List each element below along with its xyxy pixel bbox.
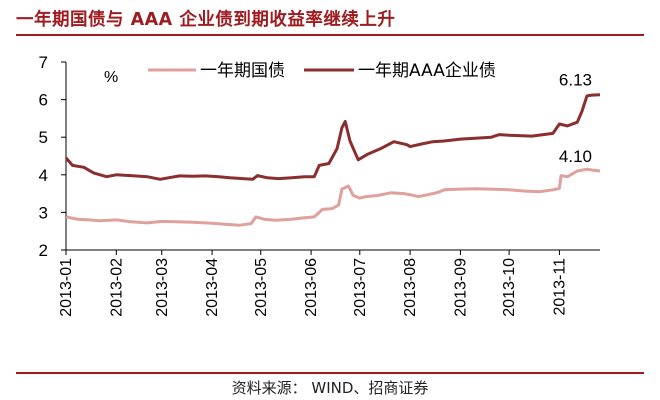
x-tick-label: 2013-01 <box>58 258 75 317</box>
chart-legend: 一年期国债 一年期AAA企业债 <box>148 61 496 81</box>
x-tick-label: 2013-02 <box>108 258 125 317</box>
x-tick-label: 2013-07 <box>352 258 369 317</box>
source-rule <box>16 372 644 374</box>
x-tick-label: 2013-05 <box>253 258 270 317</box>
source-note: 资料来源： WIND、招商证券 <box>231 379 429 397</box>
x-tick-label: 2013-03 <box>154 258 171 317</box>
y-tick-label: 2 <box>39 241 48 260</box>
legend-label: 一年期AAA企业债 <box>358 61 496 81</box>
x-tick-label: 2013-04 <box>204 258 221 317</box>
chart-annotations: 4.10 6.13 <box>559 71 592 166</box>
x-tick-label: 2013-09 <box>452 258 469 317</box>
x-tick-label: 2013-10 <box>501 258 518 317</box>
y-tick-label: 7 <box>39 53 48 72</box>
x-tick-label: 2013-08 <box>402 258 419 317</box>
y-tick-label: 5 <box>39 128 48 147</box>
chart: 2 3 4 5 6 7 2013-01 2013-02 2013-03 2013-04 2013-0… <box>39 53 601 317</box>
y-tick-label: 6 <box>39 91 48 110</box>
y-tick-label: 3 <box>39 203 48 222</box>
legend-label: 一年期国债 <box>200 61 285 81</box>
title-rule <box>16 34 644 36</box>
x-tick-label: 2013-06 <box>303 258 320 317</box>
y-tick-label: 4 <box>39 166 48 185</box>
series-line-1 <box>65 167 601 227</box>
chart-axes: 2 3 4 5 6 7 2013-01 2013-02 2013-03 2013-04 2013-0… <box>39 53 600 317</box>
x-tick-label: 2013-11 <box>551 258 568 316</box>
y-axis-unit: % <box>104 69 118 86</box>
chart-series <box>64 93 601 227</box>
chart-title: 一年期国债与 AAA 企业债到期收益率继续上升 <box>16 10 396 30</box>
end-value-label: 6.13 <box>559 71 592 90</box>
end-value-label: 4.10 <box>559 147 592 166</box>
series-line-2 <box>64 93 601 181</box>
